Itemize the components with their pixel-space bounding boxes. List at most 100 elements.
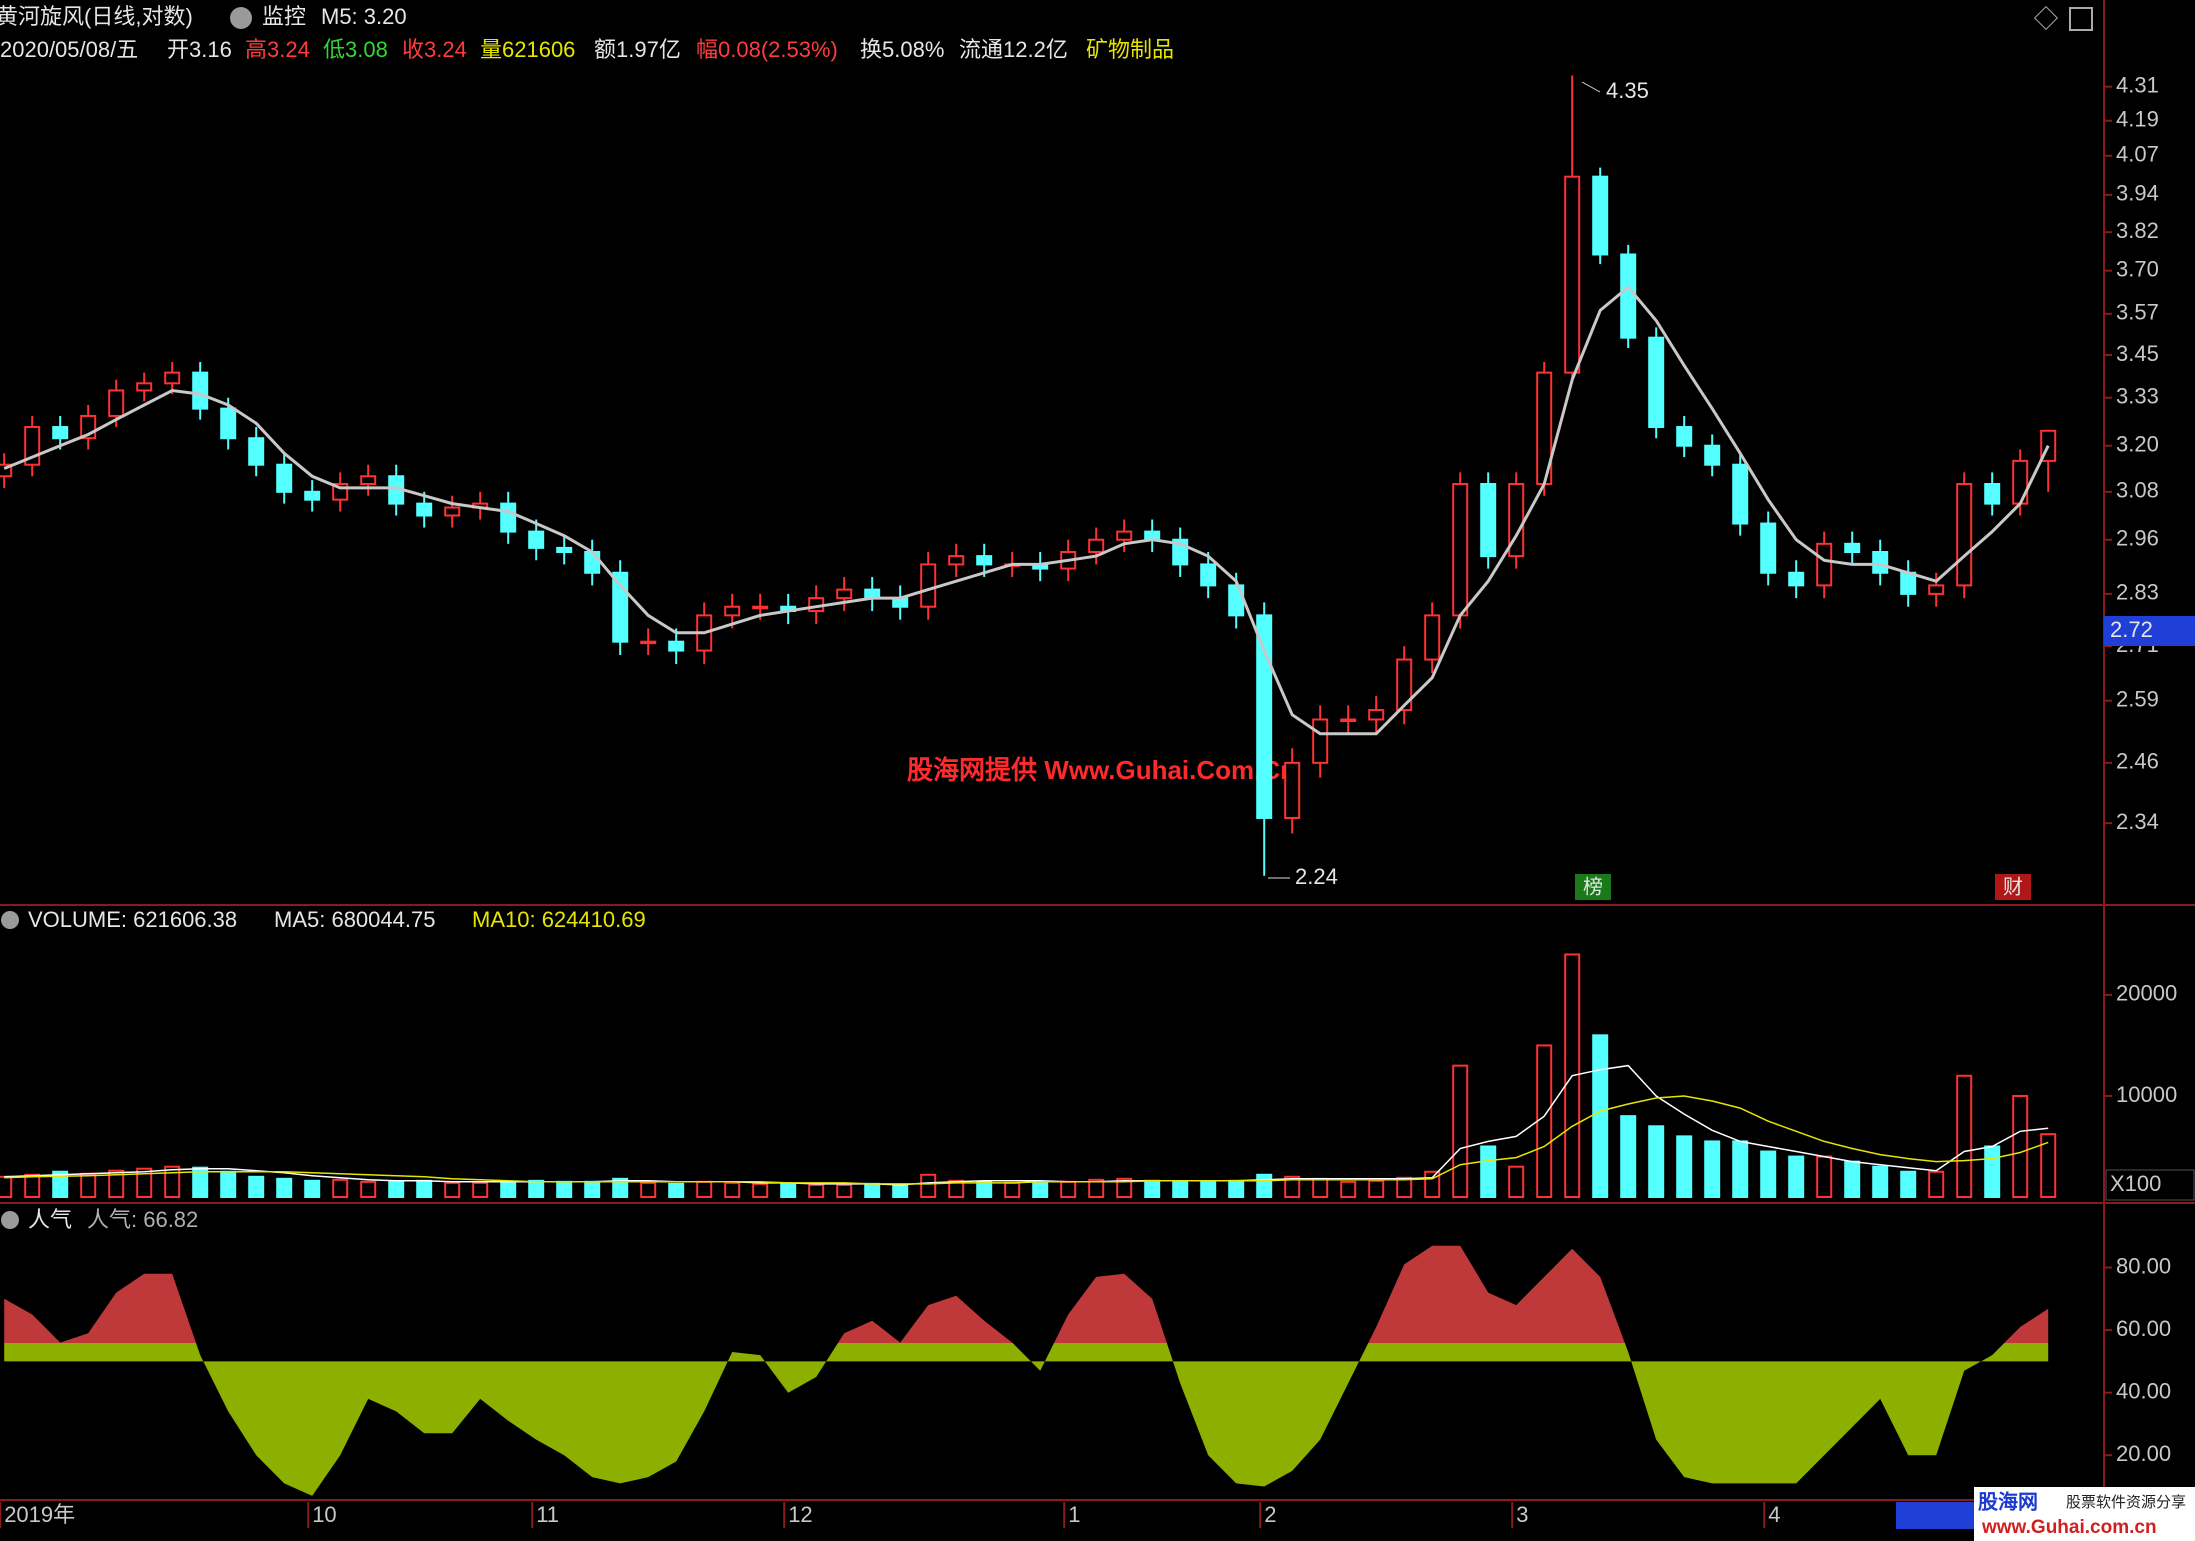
panel-icon[interactable] [1,911,19,929]
volume-bar [948,1179,965,1199]
volume-bar [1228,1179,1245,1199]
volume-bar [1788,1155,1805,1199]
candle-body [1200,563,1217,587]
volume-bar [220,1170,237,1198]
candle-body [1620,253,1637,339]
candle-body [1732,463,1749,525]
volume-bar [108,1169,125,1199]
close: 收3.24 [402,37,467,62]
volume-bar [1760,1150,1777,1199]
volume-bar [1396,1176,1413,1198]
volume-bar [668,1182,685,1199]
volume-bar [444,1181,461,1198]
industry: 矿物制品 [1086,37,1174,62]
candle-body [1984,483,2001,505]
volume-ma10 [4,1095,2049,1185]
volume-ma10: MA10: 624410.69 [472,907,646,932]
volume-bar [920,1173,937,1198]
badge-text[interactable]: 财 [2003,875,2023,898]
volume-bar [1620,1115,1637,1199]
y-tick-label: 20000 [2116,981,2177,1006]
volume-bar [528,1179,545,1199]
volume-bar [1928,1170,1945,1198]
volume-bar [1844,1160,1861,1199]
y-tick-label: 80.00 [2116,1253,2171,1278]
monitor-icon[interactable] [230,7,252,29]
candle-body [836,588,853,600]
x-tick-label: 11 [536,1502,559,1527]
unit-box [2105,1169,2195,1201]
candle-body [1704,444,1721,466]
volume-bar [164,1165,181,1198]
volume-ma5 [4,1064,2049,1186]
window-icon[interactable] [2033,5,2059,31]
candle-body [164,371,181,385]
logo-slogan: 股票软件资源分享 [2066,1494,2186,1511]
y-tick-label: 3.57 [2116,300,2159,325]
y-tick-label: 2.83 [2116,580,2159,605]
volume-bar [1900,1170,1917,1198]
y-tick-label: 3.82 [2116,218,2159,243]
candle-body [220,407,237,440]
candle-body [1760,522,1777,574]
ma-line [3,284,2050,736]
x-tick-label: 3 [1516,1502,1528,1527]
candle-body [2012,459,2029,505]
candle-body [360,475,377,486]
high-leader [1581,81,1601,93]
volume-bar [192,1166,209,1199]
candle-body [192,371,209,410]
volume-bar [416,1179,433,1199]
volume-bar [1368,1179,1385,1199]
price-marker-box [2104,616,2195,646]
y-tick-label: 3.94 [2116,181,2159,206]
badge-text[interactable]: 榜 [1583,875,1603,898]
candle-body [640,640,657,645]
volume-bar [1704,1140,1721,1198]
volume-readout: VOLUME: 621606.38 [28,907,237,932]
y-tick-label: 2.96 [2116,526,2159,551]
volume-bar [976,1180,993,1199]
volume-bar [1872,1165,1889,1198]
volume-bar [1816,1155,1833,1199]
badge[interactable] [1575,874,1611,900]
candle-body [1284,761,1301,819]
y-tick-label: 3.33 [2116,384,2159,409]
volume-bar [892,1183,909,1198]
candle-body [1256,614,1273,819]
volume: 量621606 [480,37,575,62]
panel-icon[interactable] [1,1211,19,1229]
x-tick-label: 4 [1768,1502,1780,1527]
volume-bar [500,1180,517,1199]
open: 开3.16 [167,37,232,62]
candle-body [1872,551,1889,574]
y-tick-label: 60.00 [2116,1316,2171,1341]
volume-bar [1956,1074,1973,1198]
badge[interactable] [1995,874,2031,900]
candle-body [1116,530,1133,541]
x-tick-label: 2019年 [4,1502,75,1527]
monitor-label[interactable]: 监控 [262,4,306,29]
volume-bar [556,1180,573,1199]
candle-body [1844,542,1861,554]
turnover: 换5.08% [860,37,944,62]
volume-bar [388,1180,405,1199]
candle-body [1396,658,1413,712]
price-marker: 2.72 [2110,617,2153,642]
y-tick-label: 2.46 [2116,749,2159,774]
window-icon[interactable] [2069,7,2093,31]
volume-bar [248,1175,265,1198]
volume-bar [1032,1181,1049,1198]
volume-bar [1592,1034,1609,1198]
y-tick-label: 3.45 [2116,341,2159,366]
volume-bar [2012,1094,2029,1199]
volume-bar [80,1172,97,1198]
amount: 额1.97亿 [594,37,681,62]
volume-bar [1984,1145,2001,1198]
candle-body [248,437,265,466]
candle-body [556,546,573,554]
ma-readout: M5: 3.20 [321,4,407,29]
candle-body [1312,718,1329,764]
volume-bar [52,1170,69,1198]
candle-body [724,605,741,617]
